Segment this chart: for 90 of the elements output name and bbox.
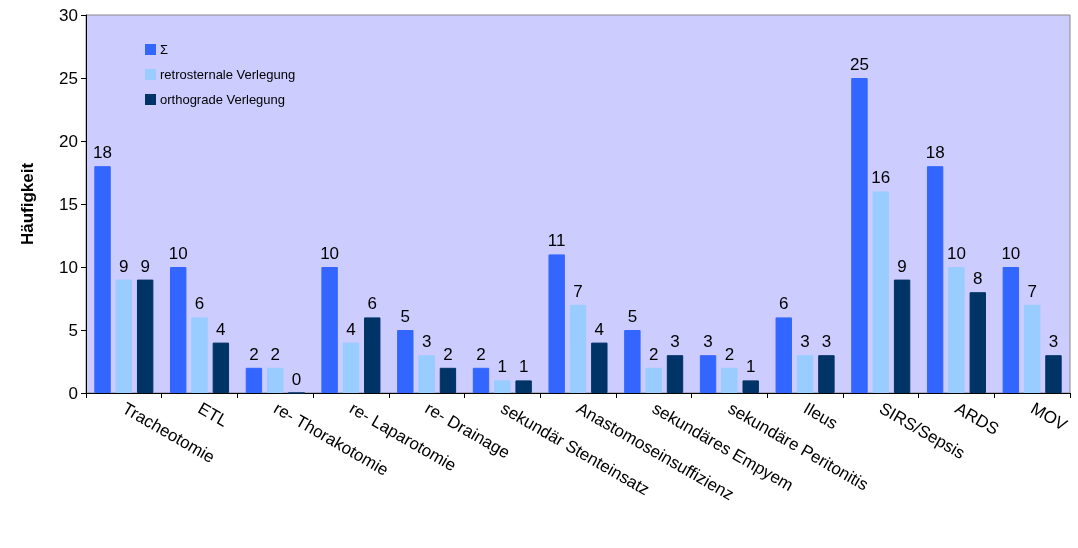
bar xyxy=(948,267,965,393)
data-label: 10 xyxy=(1001,244,1021,263)
data-label: 9 xyxy=(119,256,129,276)
bar xyxy=(569,304,587,393)
bar xyxy=(666,355,684,393)
bar xyxy=(926,166,944,393)
bar xyxy=(624,330,641,393)
bar xyxy=(364,317,381,393)
data-label: 3 xyxy=(800,332,810,352)
data-label: 16 xyxy=(871,168,891,188)
data-label: 4 xyxy=(216,319,226,339)
bar xyxy=(591,342,608,393)
bar xyxy=(472,367,490,393)
data-label: 3 xyxy=(670,332,680,352)
y-axis-title: Häufigkeit xyxy=(18,162,37,246)
data-label: 2 xyxy=(249,344,259,364)
data-label: 10 xyxy=(320,244,340,263)
bar xyxy=(872,191,889,393)
bar xyxy=(115,279,133,393)
data-label: 3 xyxy=(421,332,432,352)
data-label: 8 xyxy=(973,269,983,289)
data-label: 4 xyxy=(594,319,605,339)
data-label: 10 xyxy=(947,244,966,263)
data-label: 11 xyxy=(547,231,566,251)
data-label: 0 xyxy=(291,369,302,389)
data-label: 3 xyxy=(703,332,713,352)
data-label: 2 xyxy=(443,344,453,364)
bar xyxy=(645,367,662,393)
bar xyxy=(245,367,263,393)
bar xyxy=(1002,267,1020,393)
bar xyxy=(818,355,835,393)
bar xyxy=(721,367,738,393)
bar xyxy=(1045,355,1062,393)
bar xyxy=(418,355,435,393)
y-tick-label: 5 xyxy=(68,320,78,340)
y-tick-label: 20 xyxy=(59,131,78,151)
data-label: 9 xyxy=(140,256,150,276)
data-label: 7 xyxy=(573,281,583,301)
legend-label: retrosternale Verlegung xyxy=(160,67,296,82)
bar xyxy=(397,330,414,393)
data-label: 18 xyxy=(925,143,945,163)
data-label: 9 xyxy=(897,256,907,276)
y-tick-label: 0 xyxy=(68,383,78,403)
data-label: 3 xyxy=(821,332,832,352)
data-label: 18 xyxy=(93,143,112,163)
bar xyxy=(1023,304,1041,393)
data-label: 1 xyxy=(745,357,756,377)
bar xyxy=(851,78,868,393)
data-label: 3 xyxy=(1048,332,1059,352)
data-label: 10 xyxy=(168,244,188,263)
legend-label: Σ xyxy=(160,42,169,57)
data-label: 1 xyxy=(497,357,508,377)
data-label: 2 xyxy=(270,344,280,364)
data-label: 2 xyxy=(648,344,659,364)
y-tick-label: 25 xyxy=(59,68,78,88)
data-label: 1 xyxy=(518,357,529,377)
bar xyxy=(267,367,284,393)
data-label: 5 xyxy=(400,307,411,326)
bar xyxy=(136,279,154,393)
bar xyxy=(212,342,230,393)
data-label: 6 xyxy=(779,294,789,314)
bar xyxy=(548,254,565,393)
y-tick-label: 30 xyxy=(59,5,78,25)
bar xyxy=(170,267,187,393)
legend-label: orthograde Verlegung xyxy=(160,92,286,107)
bar xyxy=(94,166,111,393)
data-label: 6 xyxy=(367,294,377,314)
bar xyxy=(321,267,338,393)
data-label: 4 xyxy=(346,319,356,339)
bar xyxy=(439,367,457,393)
bar xyxy=(742,380,759,393)
bar xyxy=(515,380,532,393)
y-tick-label: 10 xyxy=(59,257,78,277)
y-tick-label: 15 xyxy=(59,194,78,214)
data-label: 7 xyxy=(1027,281,1037,301)
data-label: 2 xyxy=(724,344,735,364)
bar xyxy=(342,342,360,393)
bar xyxy=(699,355,717,393)
bar xyxy=(775,317,792,393)
bar xyxy=(796,355,814,393)
x-tick-label: Ileus xyxy=(800,398,841,434)
data-label: 2 xyxy=(476,344,486,364)
bar xyxy=(191,317,208,393)
bar xyxy=(494,380,511,393)
bar xyxy=(893,279,911,393)
data-label: 5 xyxy=(627,307,638,326)
x-tick-label: MOV xyxy=(1027,398,1071,435)
data-label: 6 xyxy=(194,294,205,314)
data-label: 25 xyxy=(849,55,869,74)
bar xyxy=(969,292,986,393)
